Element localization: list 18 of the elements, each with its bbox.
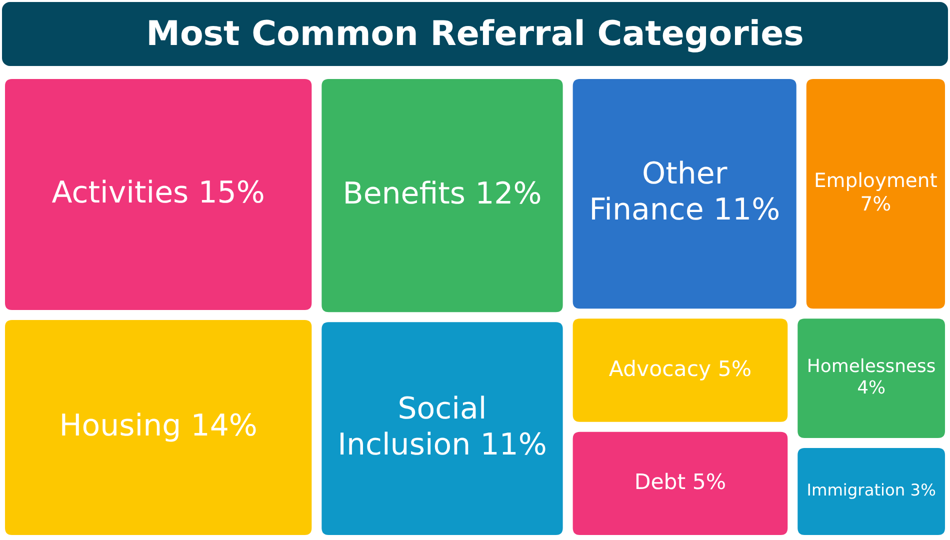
category-label: Employment [814, 169, 938, 192]
category-label: Homelessness [806, 356, 936, 378]
data-label: 12% [475, 176, 542, 212]
category-label: Housing [59, 408, 182, 444]
data-label: 14% [190, 408, 258, 444]
data-label: 3% [910, 480, 936, 500]
data-label: 5% [718, 356, 752, 382]
category-label: Immigration [806, 480, 906, 500]
data-label: 4% [857, 378, 886, 399]
data-label: 15% [198, 175, 265, 210]
category-label: Debt [634, 470, 686, 495]
data-label: 7% [860, 192, 892, 216]
category-label: Activities [52, 175, 189, 210]
category-label: Benefits [342, 176, 466, 212]
category-label: Advocacy [608, 356, 712, 382]
data-label: 5% [692, 470, 726, 495]
text: Most Common Referral Categories [2, 2, 948, 66]
data-label: 11% [713, 192, 780, 228]
